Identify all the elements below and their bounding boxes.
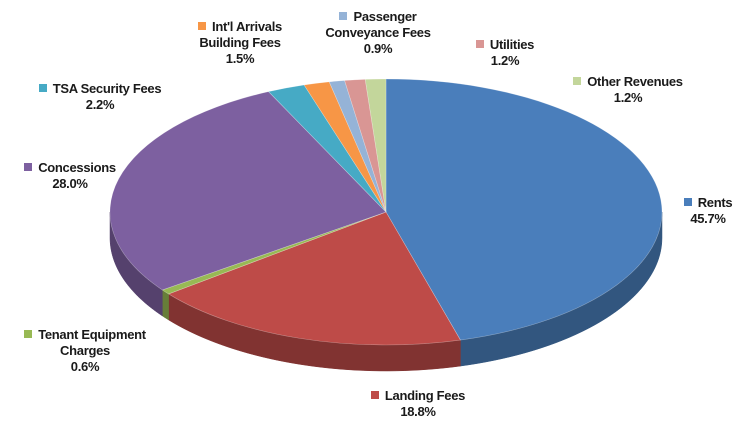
legend-marker [198, 22, 207, 30]
legend-marker [339, 12, 348, 20]
value-label: 1.2% [613, 90, 643, 105]
label-name-line: Utilities [455, 37, 555, 53]
category-label: TSA Security Fees [52, 81, 162, 96]
data-label: Other Revenues 1.2% [563, 74, 693, 106]
slice-side [162, 289, 169, 321]
data-label: Rents 45.7% [668, 195, 735, 227]
value-label: 0.6% [70, 359, 100, 374]
category-label: Utilities [489, 37, 535, 52]
slice [364, 78, 387, 213]
data-label: Landing Fees 18.8% [353, 388, 483, 420]
data-label: Utilities 1.2% [455, 37, 555, 69]
category-label: Passenger Conveyance Fees [325, 9, 431, 40]
label-name-line: Passenger Conveyance Fees [308, 9, 448, 41]
value-label: 1.5% [225, 51, 255, 66]
category-label: Tenant Equipment Charges [38, 327, 146, 358]
slice [344, 79, 387, 213]
data-label: Int'l Arrivals Building Fees 1.5% [180, 19, 300, 67]
legend-marker [38, 84, 47, 92]
category-label: Concessions [38, 160, 116, 175]
category-label: Int'l Arrivals Building Fees [199, 19, 282, 50]
slice [385, 78, 663, 341]
slice [109, 91, 387, 291]
slice [161, 211, 387, 295]
label-name-line: Tenant Equipment Charges [5, 327, 165, 359]
category-label: Landing Fees [384, 388, 466, 403]
legend-marker [24, 163, 33, 171]
label-name-line: Concessions [10, 160, 130, 176]
legend-marker [683, 198, 692, 206]
legend-marker [24, 330, 33, 338]
slice [303, 81, 387, 213]
slice [268, 84, 387, 213]
value-label: 18.8% [400, 404, 436, 419]
value-label: 0.9% [363, 41, 393, 56]
slice [328, 80, 387, 213]
value-label: 1.2% [490, 53, 520, 68]
label-name-line: TSA Security Fees [30, 81, 170, 97]
label-name-line: Landing Fees [353, 388, 483, 404]
slice [167, 211, 461, 346]
legend-marker [370, 391, 379, 399]
label-name-line: Other Revenues [563, 74, 693, 90]
label-name-line: Int'l Arrivals Building Fees [180, 19, 300, 51]
data-label: Tenant Equipment Charges 0.6% [5, 327, 165, 375]
legend-marker [573, 77, 582, 85]
data-label: TSA Security Fees 2.2% [30, 81, 170, 113]
data-label: Concessions 28.0% [10, 160, 130, 192]
value-label: 28.0% [52, 176, 88, 191]
label-name-line: Rents [668, 195, 735, 211]
legend-marker [475, 40, 484, 48]
data-label: Passenger Conveyance Fees 0.9% [308, 9, 448, 57]
category-label: Rents [697, 195, 733, 210]
value-label: 2.2% [85, 97, 115, 112]
value-label: 45.7% [690, 211, 726, 226]
category-label: Other Revenues [587, 74, 683, 89]
